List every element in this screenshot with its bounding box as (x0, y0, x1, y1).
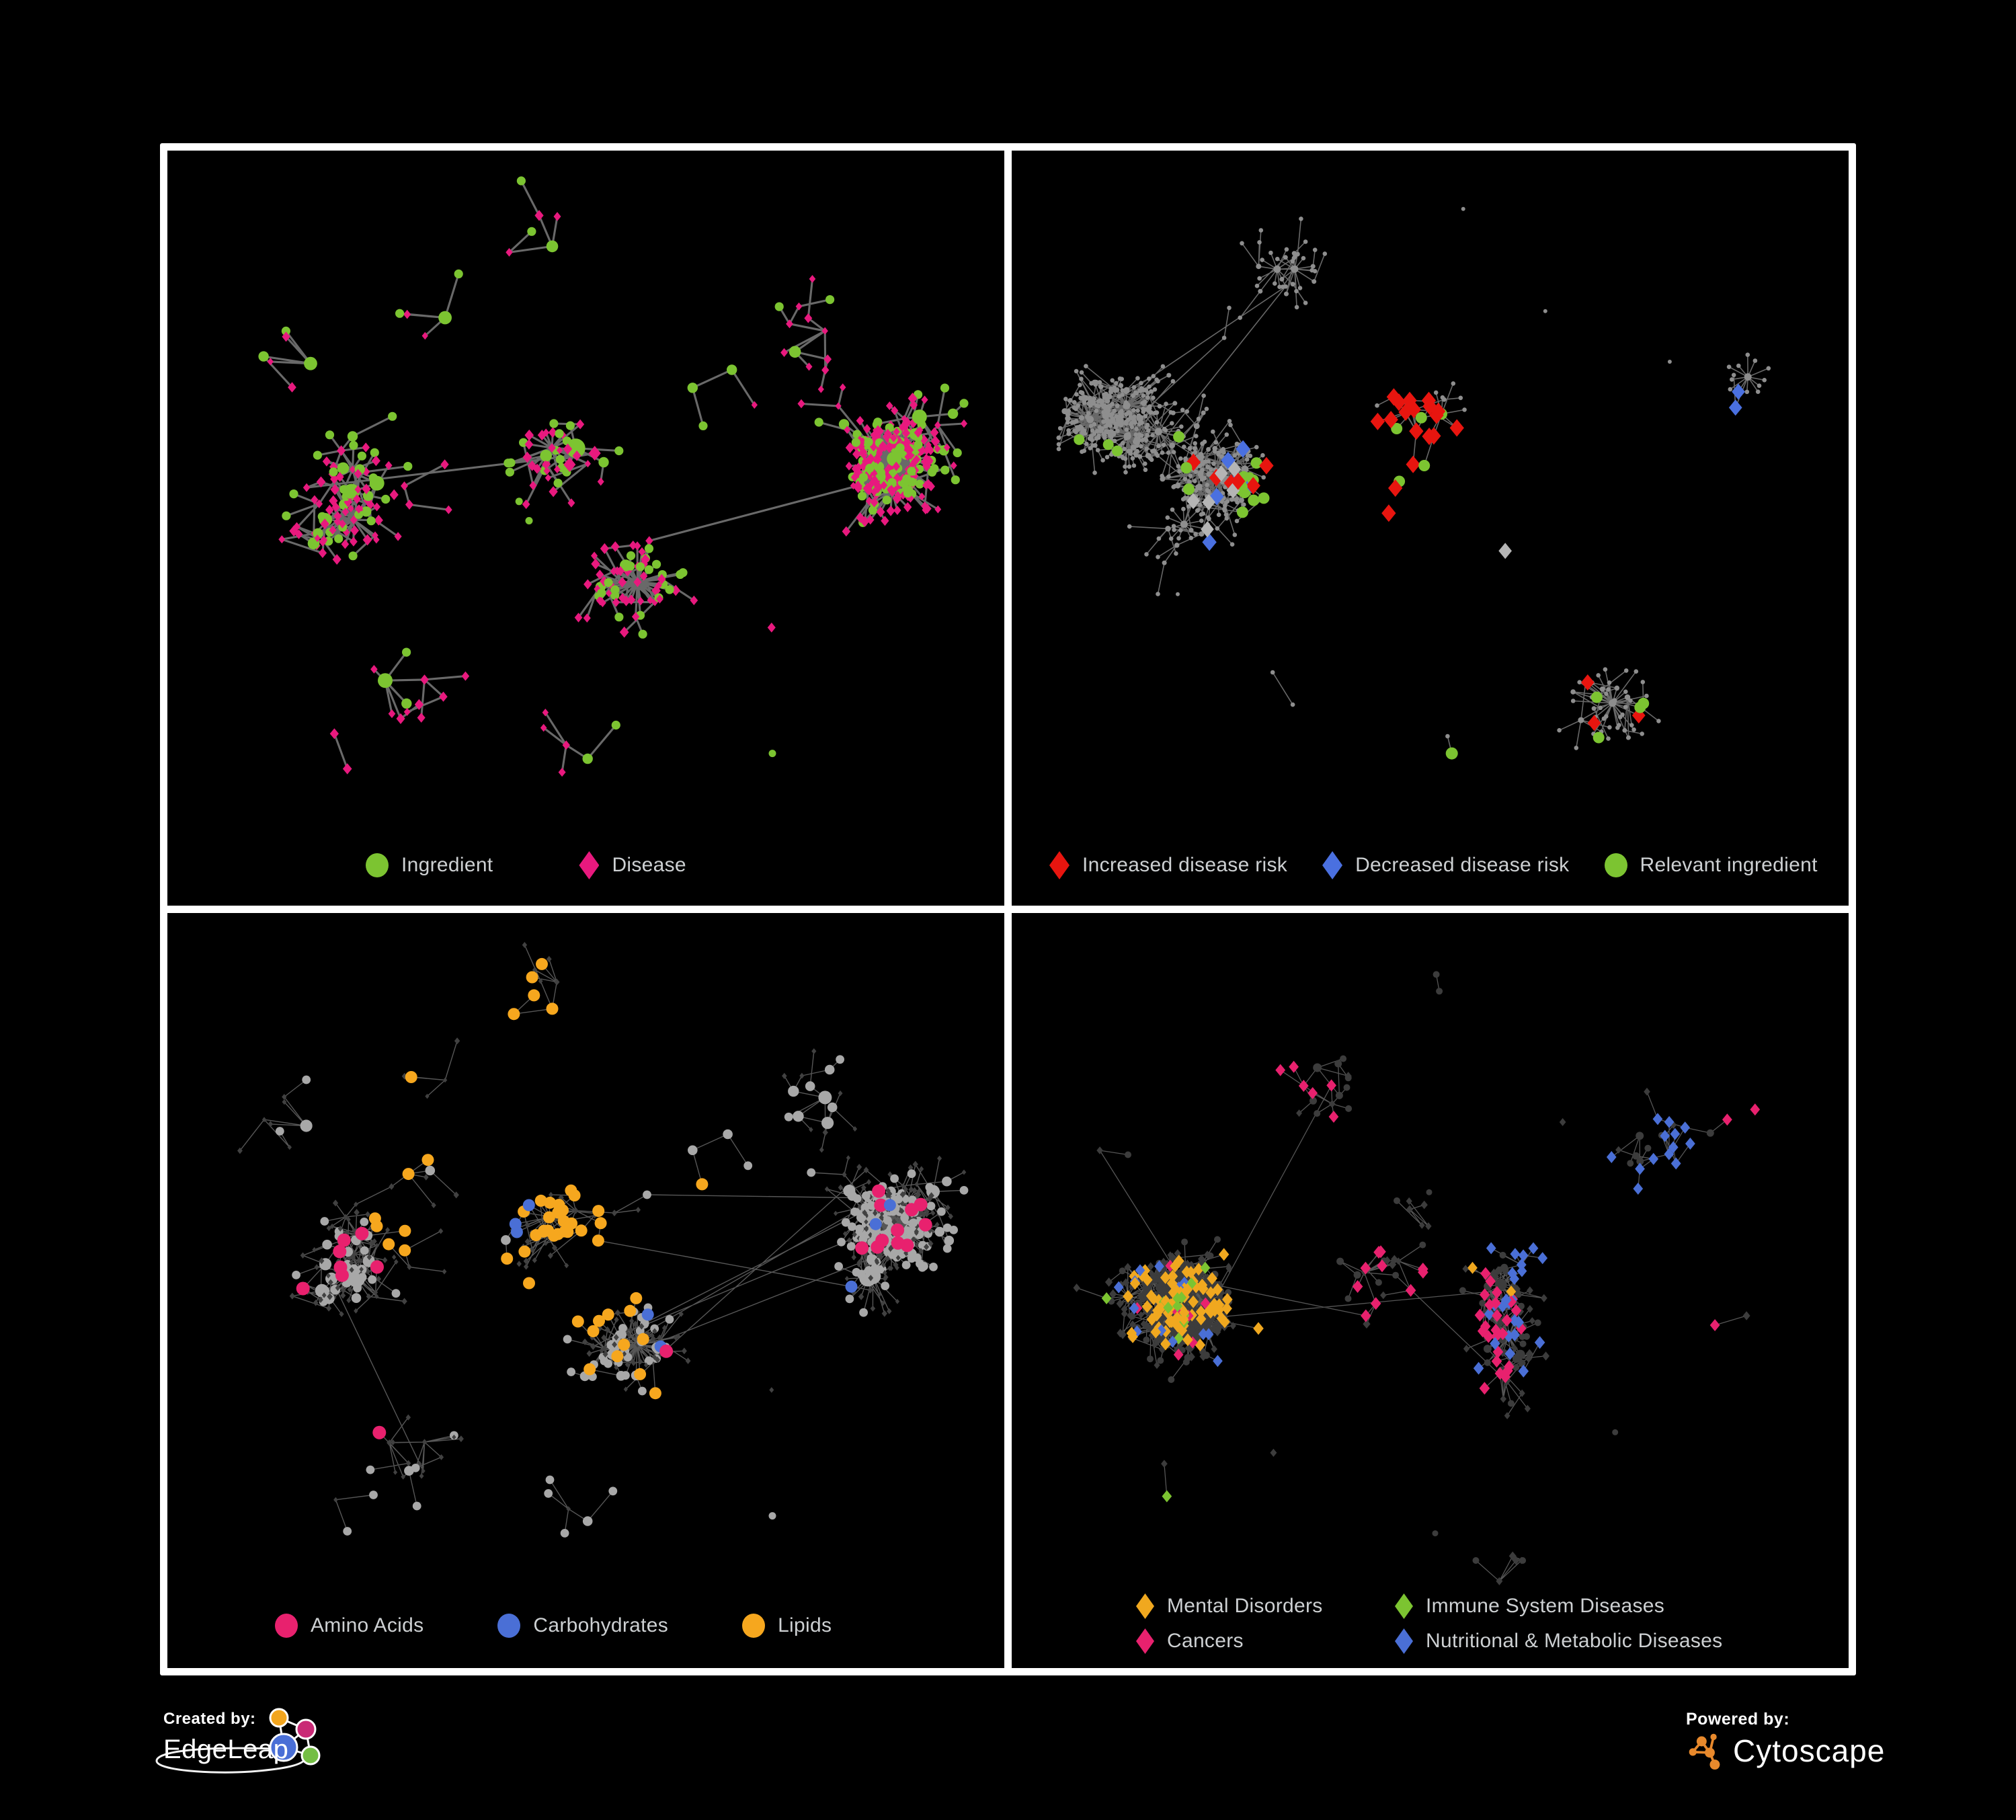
panel-chemical-classes: Amino Acids Carbohydrates Lipids (167, 913, 1004, 1668)
panel-ingredient-disease: Ingredient Disease (167, 151, 1004, 906)
legend-disease-risk: Increased disease risk Decreased disease… (1012, 851, 1849, 879)
immune-diseases-marker-icon (1395, 1593, 1413, 1619)
legend-item: Relevant ingredient (1604, 853, 1818, 877)
legend-item: Disease (579, 851, 686, 879)
network-edges (1058, 219, 1769, 754)
legend-label: Decreased disease risk (1355, 854, 1570, 876)
legend-label: Mental Disorders (1167, 1595, 1323, 1617)
legend-item: Immune System Diseases (1395, 1593, 1722, 1619)
legend-label: Disease (612, 854, 686, 876)
network-highlight-nodes (296, 957, 932, 1439)
panel-grid: Ingredient Disease Increased disease ris… (160, 143, 1856, 1675)
network-ingredient-disease (258, 176, 969, 777)
powered-by-block: Powered by: Cytoscape (1686, 1709, 1885, 1770)
legend-chemical-classes: Amino Acids Carbohydrates Lipids (167, 1614, 1004, 1638)
legend-item: Lipids (742, 1614, 832, 1638)
cytoscape-logo-icon (1689, 1733, 1720, 1770)
network-disease-categories (1073, 971, 1761, 1585)
edgeleap-logo-nodes (269, 1708, 321, 1766)
mental-disorders-marker-icon (1136, 1593, 1154, 1619)
legend-label: Nutritional & Metabolic Diseases (1426, 1630, 1723, 1652)
powered-by-label: Powered by: (1686, 1710, 1790, 1729)
disease-marker-icon (579, 851, 600, 879)
legend-item: Cancers (1136, 1628, 1395, 1654)
lipids-marker-icon (742, 1614, 766, 1638)
legend-label: Amino Acids (311, 1614, 424, 1636)
legend-disease-categories: Mental Disorders Immune System Diseases … (1136, 1593, 1722, 1654)
legend-label: Ingredient (401, 854, 493, 876)
network-highlight-nodes (563, 446, 601, 472)
network-chemical-classes (237, 942, 969, 1538)
legend-item: Mental Disorders (1136, 1593, 1395, 1619)
legend-item: Carbohydrates (497, 1614, 668, 1638)
network-highlight-nodes (1101, 1060, 1761, 1503)
legend-label: Immune System Diseases (1426, 1595, 1665, 1617)
amino-acids-marker-icon (275, 1614, 298, 1638)
legend-item: Increased disease risk (1049, 851, 1287, 879)
legend-label: Increased disease risk (1082, 854, 1288, 876)
created-by-label: Created by: (163, 1710, 256, 1728)
edgeleap-lockup: EdgeLeap (155, 1708, 321, 1775)
network-base-nodes (1056, 206, 1771, 750)
cytoscape-lockup: Cytoscape (1686, 1732, 1885, 1770)
network-base-nodes (258, 176, 969, 777)
panel-disease-categories: Mental Disorders Immune System Diseases … (1012, 913, 1849, 1668)
legend-item: Amino Acids (275, 1614, 424, 1638)
edgeleap-name: EdgeLeap (163, 1735, 289, 1764)
increased-risk-marker-icon (1049, 851, 1070, 879)
nutritional-metabolic-marker-icon (1395, 1628, 1413, 1654)
legend-label: Lipids (778, 1614, 832, 1636)
created-by-block: Created by: EdgeLeap (155, 1708, 321, 1775)
legend-label: Relevant ingredient (1640, 854, 1818, 876)
edgeleap-logo-icon (155, 1708, 321, 1774)
edgeleap-swoosh (155, 1747, 307, 1774)
panel-disease-risk: Increased disease risk Decreased disease… (1012, 151, 1849, 906)
network-disease-risk (1056, 206, 1771, 760)
ingredient-marker-icon (366, 853, 389, 877)
carbohydrates-marker-icon (497, 1614, 521, 1638)
legend-label: Carbohydrates (533, 1614, 669, 1636)
legend-item: Ingredient (366, 853, 493, 877)
cytoscape-name: Cytoscape (1733, 1733, 1886, 1768)
relevant-ingredient-marker-icon (1604, 853, 1627, 877)
cancers-marker-icon (1136, 1628, 1154, 1654)
legend-item: Nutritional & Metabolic Diseases (1395, 1628, 1722, 1654)
legend-label: Cancers (1167, 1630, 1244, 1652)
network-highlight-nodes (1074, 383, 1745, 760)
legend-item: Decreased disease risk (1322, 851, 1569, 879)
legend-ingredient-disease: Ingredient Disease (167, 851, 1004, 879)
decreased-risk-marker-icon (1322, 851, 1343, 879)
